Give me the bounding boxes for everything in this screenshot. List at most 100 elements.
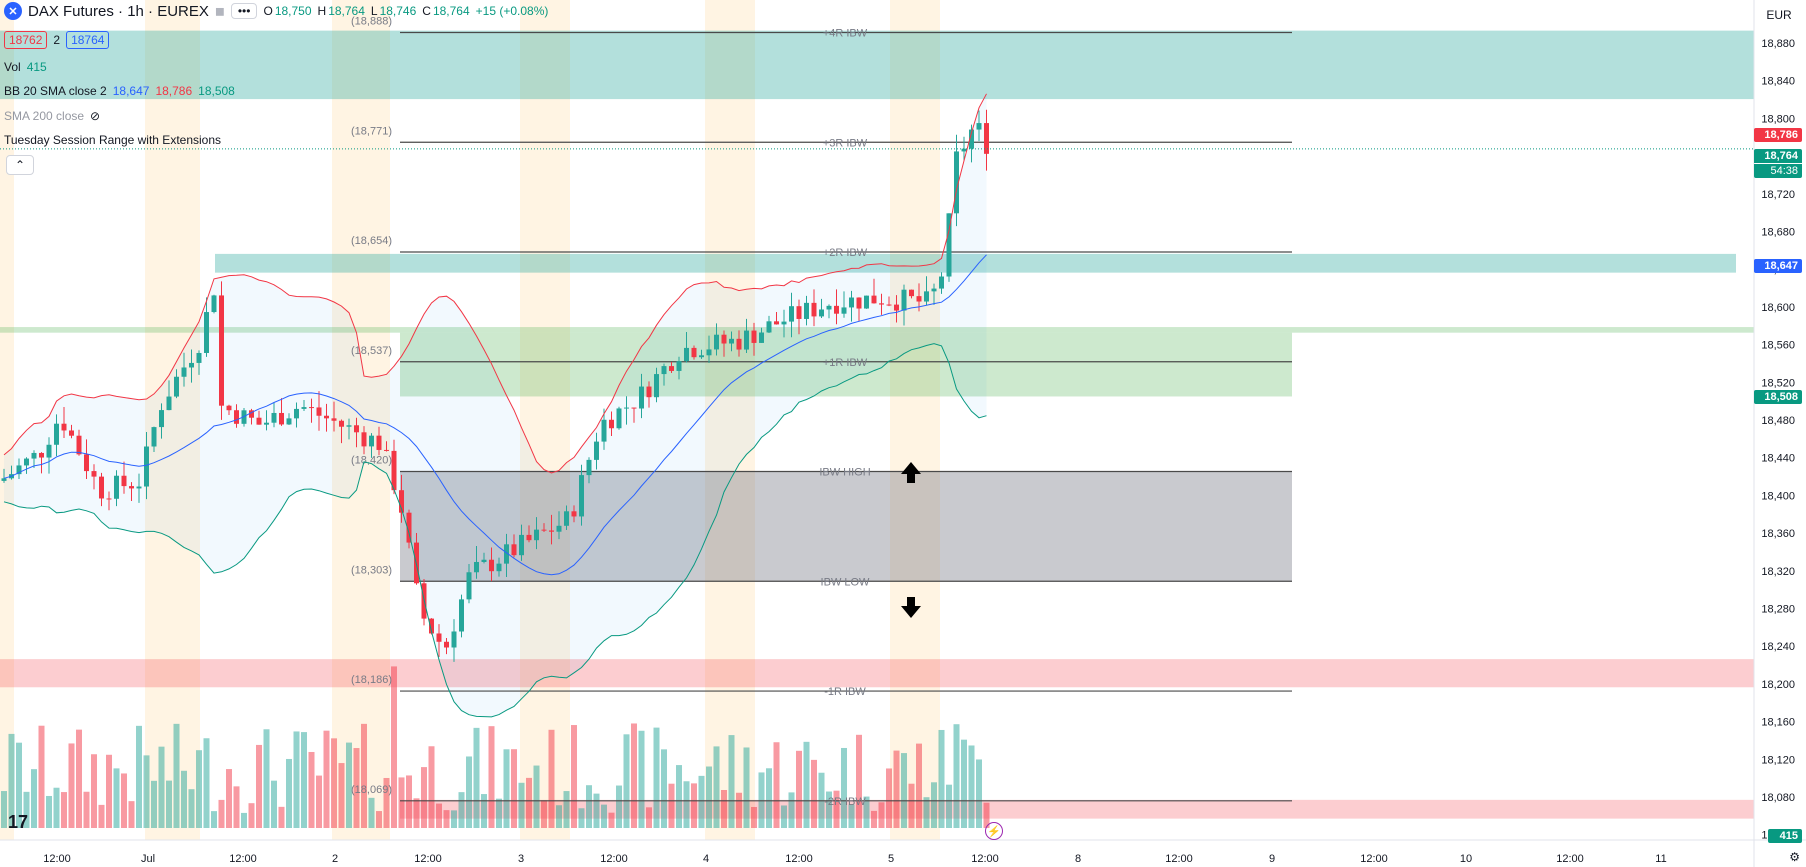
volume-bar (173, 723, 180, 828)
candle-body (736, 338, 742, 350)
volume-bar (488, 726, 495, 828)
hidden-eye-icon[interactable]: ⊘ (90, 109, 101, 123)
candle-body (294, 408, 299, 419)
volume-bar (413, 798, 420, 828)
bollinger-basis-value: 18,647 (112, 84, 150, 98)
candle-body (376, 435, 382, 450)
volume-bar (368, 797, 375, 828)
candle-body (129, 486, 134, 489)
candle-body (969, 129, 974, 149)
time-tick-label: Jul (141, 853, 155, 865)
time-tick-label: 5 (888, 853, 894, 865)
volume-bar (31, 769, 37, 828)
ibw-level-label: -1R IBW (824, 686, 866, 698)
symbol-title[interactable]: DAX Futures · 1h · EUREX (28, 2, 209, 20)
volume-bar (76, 729, 82, 828)
time-tick-label: 12:00 (229, 853, 257, 865)
volume-bar (811, 759, 817, 828)
candle-body (796, 306, 802, 319)
ibw-level-value: (18,888) (351, 15, 392, 27)
candle-body (639, 386, 644, 409)
candle-body (69, 430, 74, 436)
candle-body (781, 321, 787, 325)
candle-body (204, 312, 209, 353)
sma-legend[interactable]: SMA 200 close ⊘ (4, 109, 100, 123)
time-tick-label: 10 (1460, 853, 1472, 865)
volume-bar (391, 666, 397, 828)
volume-bar (46, 795, 52, 828)
price-tick-label: 18,520 (1761, 377, 1795, 389)
price-tick-label: 18,160 (1761, 717, 1795, 729)
candle-body (541, 529, 547, 531)
lightning-icon[interactable]: ⚡ (985, 822, 1003, 840)
candle-body (849, 297, 854, 308)
volume-legend[interactable]: Vol 415 (4, 60, 47, 74)
price-tick-label: 18,080 (1761, 792, 1795, 804)
volume-bar (938, 729, 945, 828)
volume-bar (226, 769, 232, 828)
volume-bar (638, 730, 645, 828)
tradingview-logo-icon[interactable]: 17 (8, 812, 29, 832)
volume-bar (451, 810, 457, 828)
candle-body (534, 529, 539, 541)
volume-bar (631, 723, 637, 828)
volume-bar (908, 783, 915, 828)
volume-bar (473, 727, 480, 828)
session-legend[interactable]: Tuesday Session Range with Extensions (4, 133, 221, 147)
currency-selector[interactable]: EUR (1760, 4, 1798, 26)
volume-bar (496, 798, 502, 828)
volume-bar (83, 791, 90, 828)
candle-body (661, 366, 667, 375)
ohlc-change: +15 (+0.08%) (475, 4, 549, 18)
more-menu-icon[interactable]: ••• (230, 3, 258, 19)
collapse-legend-button[interactable]: ⌃ (6, 155, 34, 175)
candle-body (774, 321, 779, 325)
candle-body (601, 419, 607, 442)
volume-bar (331, 738, 337, 828)
candle-body (931, 288, 937, 292)
candle-body (91, 471, 97, 477)
volume-bar (781, 805, 787, 828)
ohlc-low-value: 18,746 (379, 4, 417, 18)
candle-body (121, 475, 127, 487)
bollinger-legend[interactable]: BB 20 SMA close 2 18,647 18,786 18,508 (4, 84, 235, 98)
candle-body (511, 544, 517, 556)
candle-body (144, 446, 149, 487)
sell-price-button[interactable]: 18762 (4, 31, 48, 49)
candle-body (706, 349, 712, 356)
volume-bar (736, 792, 742, 828)
time-tick-label: 2 (332, 853, 338, 865)
candle-body (496, 563, 502, 572)
candle-body (766, 321, 772, 333)
volume-bar (856, 734, 862, 828)
candle-body (901, 289, 907, 311)
volume-bar (878, 802, 885, 828)
price-tick-label: 18,280 (1761, 604, 1795, 616)
price-tick-label: 18,200 (1761, 679, 1795, 691)
price-tick-label: 18,400 (1761, 490, 1795, 502)
ibw-level-label: +3R IBW (823, 137, 868, 149)
volume-bar (601, 804, 607, 828)
volume-bar (428, 746, 435, 828)
candle-body (166, 396, 172, 411)
volume-bar (16, 742, 22, 828)
settings-gear-icon[interactable]: ⚙ (1789, 850, 1800, 864)
price-tick-label: 18,880 (1761, 38, 1795, 50)
volume-bar (841, 747, 847, 828)
candle-body (286, 418, 292, 425)
session-indicator-label: Tuesday Session Range with Extensions (4, 133, 222, 147)
volume-bar (398, 777, 405, 828)
volume-bar (721, 790, 727, 828)
candle-body (271, 412, 277, 423)
volume-bar (196, 750, 202, 828)
time-tick-label: 12:00 (971, 853, 999, 865)
price-tick-label: 18,320 (1761, 566, 1795, 578)
volume-bar (728, 735, 735, 828)
candle-body (256, 417, 262, 425)
zone-gray (400, 471, 1292, 582)
volume-bar (128, 801, 135, 828)
candle-body (909, 289, 914, 297)
volume-bar (578, 808, 585, 828)
buy-price-button[interactable]: 18764 (66, 31, 110, 49)
